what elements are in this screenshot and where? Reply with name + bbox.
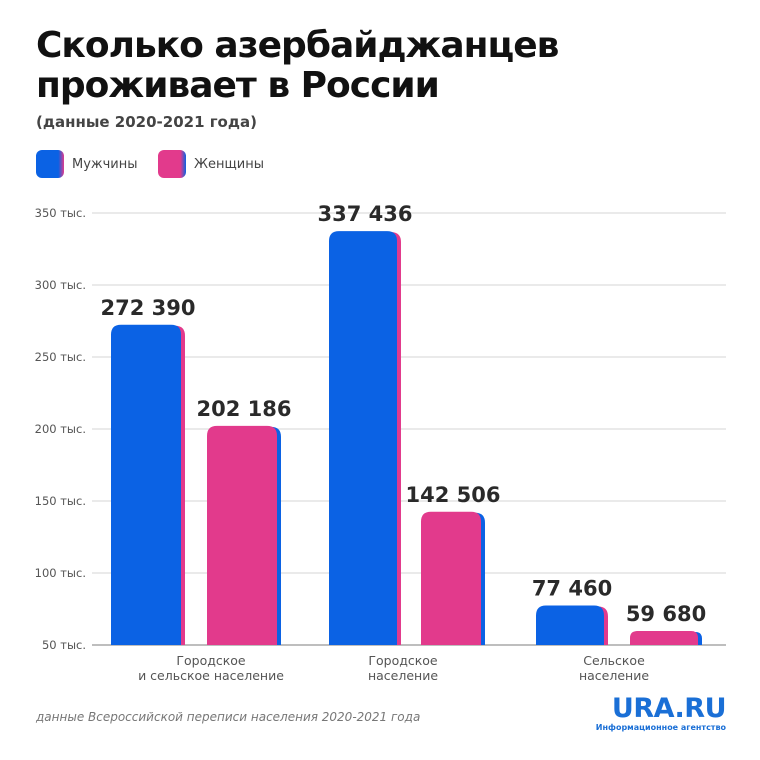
y-tick-label: 200 тыс. bbox=[35, 422, 86, 436]
bar-women bbox=[630, 631, 698, 645]
data-label-men: 272 390 bbox=[101, 296, 196, 320]
y-tick-label: 250 тыс. bbox=[35, 350, 86, 364]
bar-women bbox=[421, 511, 481, 645]
y-tick-label: 350 тыс. bbox=[35, 206, 86, 220]
x-category-label: Городское bbox=[368, 653, 438, 668]
x-category-label: Сельское bbox=[583, 653, 645, 668]
bar-women bbox=[207, 425, 277, 645]
title-line-2: проживает в России bbox=[36, 65, 440, 106]
y-tick-label: 150 тыс. bbox=[35, 494, 86, 508]
x-category-label: население bbox=[368, 668, 438, 683]
bar-men bbox=[111, 324, 181, 645]
logo-text: URA.RU bbox=[611, 693, 727, 724]
legend-item-women: Женщины bbox=[158, 150, 264, 178]
y-tick-label: 50 тыс. bbox=[42, 638, 86, 652]
legend-label-women: Женщины bbox=[194, 156, 264, 172]
data-label-women: 202 186 bbox=[197, 397, 292, 421]
chart-title: Сколько азербайджанцев проживает в Росси… bbox=[36, 26, 736, 106]
legend-swatch-women bbox=[158, 150, 186, 178]
bar-men bbox=[536, 605, 604, 645]
bar-chart: 50 тыс. 100 тыс. 150 тыс. 200 тыс. 250 тыс. 3… bbox=[35, 202, 726, 683]
data-label-men: 77 460 bbox=[532, 576, 612, 600]
x-category-label: Городское bbox=[176, 653, 246, 668]
legend-item-men: Мужчины bbox=[36, 150, 138, 178]
legend-label-men: Мужчины bbox=[72, 156, 138, 172]
logo-subtitle: Информационное агентство bbox=[595, 723, 726, 732]
legend-swatch-men bbox=[36, 150, 64, 178]
data-label-men: 337 436 bbox=[318, 202, 413, 226]
y-tick-label: 300 тыс. bbox=[35, 278, 86, 292]
y-tick-label: 100 тыс. bbox=[35, 566, 86, 580]
ura-logo: URA.RU Информационное агентство bbox=[595, 693, 727, 733]
x-category-label: и сельское население bbox=[138, 668, 284, 683]
data-label-women: 59 680 bbox=[626, 602, 706, 626]
chart-subtitle: (данные 2020-2021 года) bbox=[36, 113, 257, 131]
data-label-women: 142 506 bbox=[406, 483, 501, 507]
x-category-label: население bbox=[579, 668, 649, 683]
title-line-1: Сколько азербайджанцев bbox=[36, 25, 559, 66]
source-note: данные Всероссийской переписи населения … bbox=[36, 710, 421, 724]
bar-men bbox=[329, 231, 397, 645]
